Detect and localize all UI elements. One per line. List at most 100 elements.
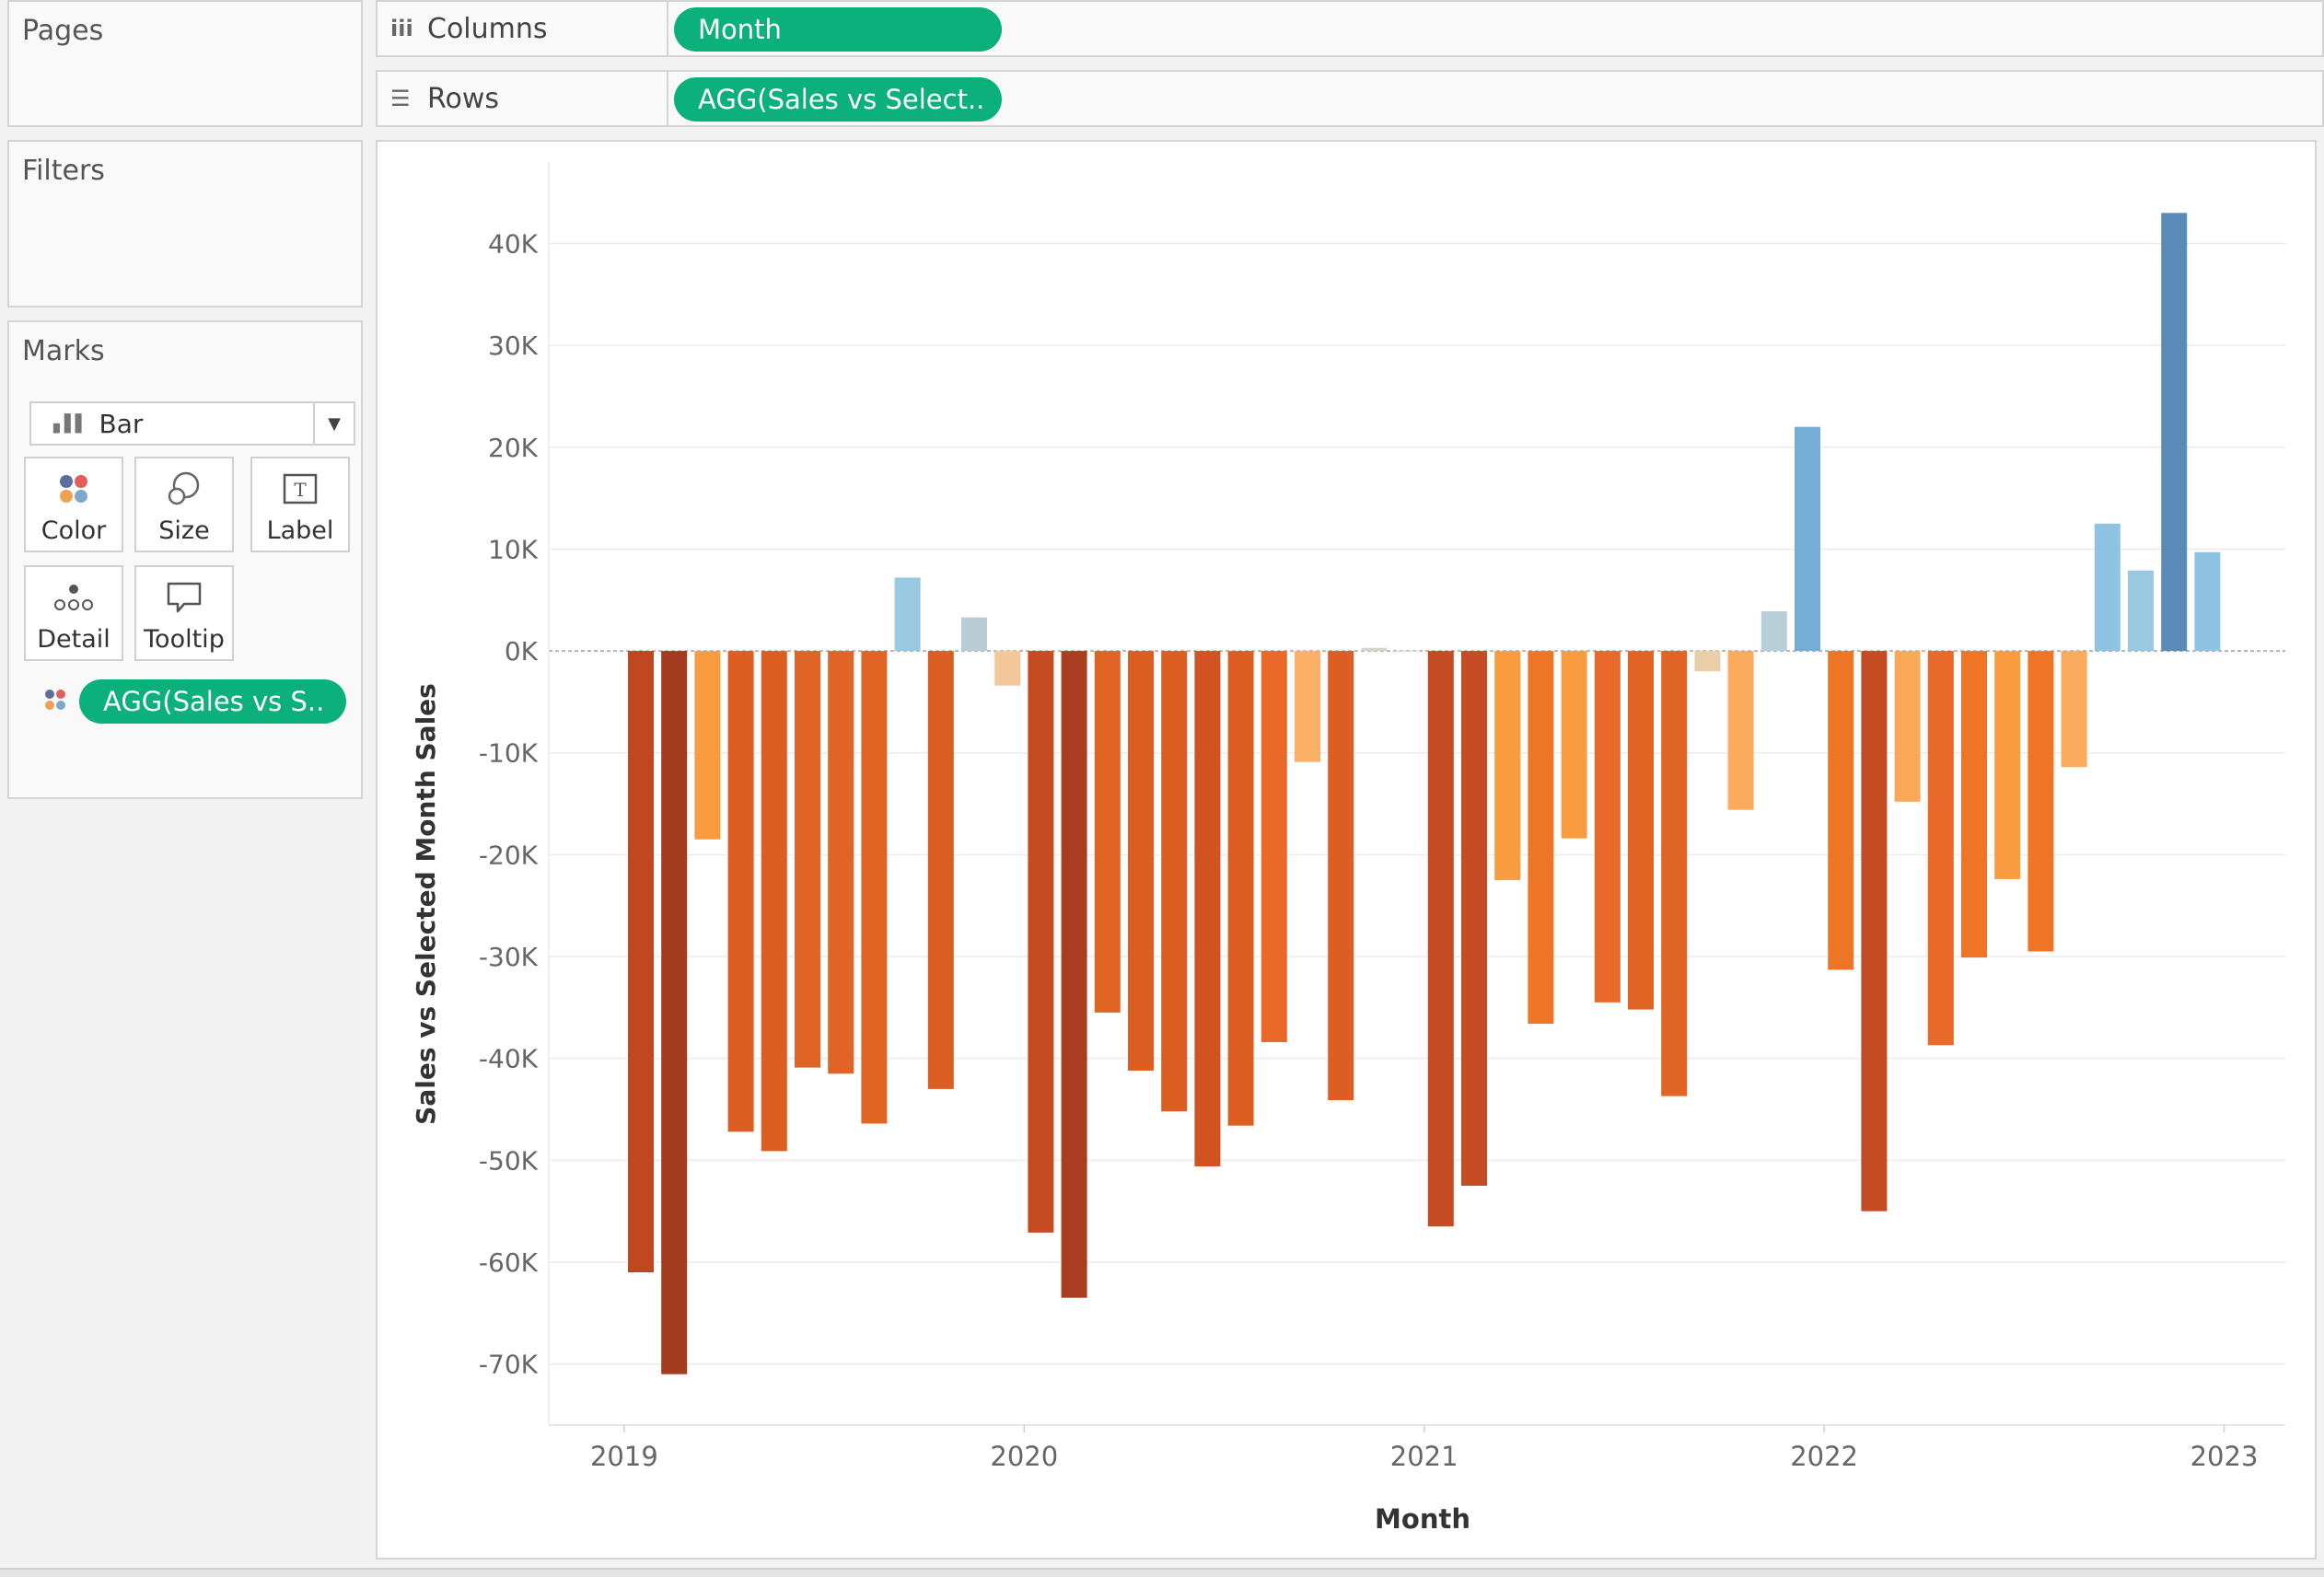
- bar-chart[interactable]: 40K 30K 20K 10K 0K -10K -20K -30K -40K -50K -60K -7…: [378, 142, 2315, 1558]
- chevron-down-icon[interactable]: ▼: [313, 403, 354, 444]
- bar-jun-2021[interactable]: [1594, 651, 1621, 1003]
- bar-feb-2019[interactable]: [661, 651, 688, 1374]
- bar-apr-2020[interactable]: [1128, 651, 1154, 1071]
- bar-jul-2019[interactable]: [828, 651, 854, 1074]
- bar-jul-2020[interactable]: [1227, 651, 1254, 1126]
- rows-icon: ☰: [390, 86, 411, 111]
- color-label: Color: [41, 516, 107, 545]
- pages-title: Pages: [22, 15, 104, 47]
- bar-nov-2019[interactable]: [961, 617, 987, 652]
- rows-shelf[interactable]: ☰ Rows AGG(Sales vs Select..: [376, 70, 2324, 127]
- x-axis-title: Month: [1375, 1503, 1470, 1535]
- label-button[interactable]: T Label: [250, 457, 350, 552]
- size-button[interactable]: Size: [134, 457, 234, 552]
- bar-apr-2022[interactable]: [1927, 651, 1954, 1046]
- bar-mar-2021[interactable]: [1494, 651, 1521, 881]
- x-tick-label: 2021: [1390, 1441, 1458, 1472]
- bar-apr-2019[interactable]: [727, 651, 754, 1132]
- bar-jan-2019[interactable]: [628, 651, 654, 1273]
- bar-mar-2022[interactable]: [1894, 651, 1921, 802]
- bar-jun-2020[interactable]: [1194, 651, 1221, 1166]
- bar-jun-2022[interactable]: [1994, 651, 2021, 879]
- marks-title: Marks: [22, 335, 105, 367]
- bottom-tab-strip: [0, 1568, 2324, 1577]
- bar-oct-2021[interactable]: [1727, 651, 1754, 810]
- chart-view: 40K 30K 20K 10K 0K -10K -20K -30K -40K -50K -60K -7…: [376, 140, 2317, 1560]
- y-tick-label: -50K: [479, 1145, 539, 1176]
- bar-jan-2020[interactable]: [1028, 651, 1054, 1233]
- size-icon: [166, 467, 203, 511]
- bar-feb-2021[interactable]: [1461, 651, 1487, 1186]
- y-tick-label: -70K: [479, 1350, 539, 1380]
- bar-nov-2021[interactable]: [1760, 610, 1787, 652]
- color-field-pill[interactable]: AGG(Sales vs S..: [79, 679, 346, 724]
- filters-card[interactable]: Filters: [7, 140, 363, 307]
- mark-type-label: Bar: [99, 408, 144, 439]
- label-label: Label: [266, 516, 334, 545]
- bar-oct-2022[interactable]: [2128, 570, 2154, 652]
- bar-aug-2021[interactable]: [1661, 651, 1688, 1096]
- color-icon: [57, 467, 90, 511]
- bar-jul-2021[interactable]: [1628, 651, 1654, 1010]
- bar-sep-2020[interactable]: [1295, 651, 1320, 762]
- pages-card[interactable]: Pages: [7, 0, 363, 127]
- bar-dec-2021[interactable]: [1795, 426, 1820, 652]
- bar-oct-2020[interactable]: [1328, 651, 1354, 1101]
- bar-sep-2022[interactable]: [2094, 523, 2121, 652]
- bar-sep-2019[interactable]: [894, 577, 921, 652]
- bar-mar-2019[interactable]: [694, 651, 721, 840]
- bar-aug-2019[interactable]: [861, 651, 888, 1124]
- tooltip-label: Tooltip: [144, 625, 225, 654]
- bar-dec-2019[interactable]: [994, 651, 1021, 686]
- y-tick-label: 40K: [488, 229, 539, 260]
- y-axis-title: Sales vs Selected Month Sales: [411, 683, 441, 1125]
- y-tick-label: 30K: [488, 330, 539, 361]
- mark-type-dropdown[interactable]: ▖▌▌ Bar ▼: [29, 401, 355, 446]
- bar-nov-2020[interactable]: [1361, 647, 1388, 652]
- y-tick-label: -20K: [479, 840, 539, 870]
- columns-label-text: Columns: [427, 12, 548, 45]
- bar-may-2021[interactable]: [1561, 651, 1587, 839]
- bar-dec-2020[interactable]: [1394, 651, 1421, 653]
- bar-nov-2022[interactable]: [2161, 213, 2188, 652]
- color-encoding-icon: [42, 687, 68, 716]
- tooltip-button[interactable]: Tooltip: [134, 565, 234, 661]
- bar-mar-2020[interactable]: [1094, 651, 1121, 1013]
- y-tick-label: 20K: [488, 433, 539, 463]
- size-label: Size: [158, 516, 210, 545]
- sales-vs-selected-pill[interactable]: AGG(Sales vs Select..: [674, 77, 1002, 122]
- bar-apr-2021[interactable]: [1528, 651, 1554, 1025]
- label-icon: T: [283, 467, 318, 511]
- bar-sep-2021[interactable]: [1694, 651, 1721, 672]
- bar-jul-2022[interactable]: [2028, 651, 2054, 952]
- bar-may-2022[interactable]: [1961, 651, 1987, 958]
- bar-feb-2020[interactable]: [1061, 651, 1087, 1298]
- bar-aug-2022[interactable]: [2061, 651, 2087, 768]
- x-tick-label: 2020: [990, 1441, 1058, 1472]
- detail-label: Detail: [37, 625, 110, 654]
- detail-button[interactable]: Detail: [24, 565, 123, 661]
- bar-dec-2022[interactable]: [2194, 551, 2221, 652]
- x-tick-label: 2019: [590, 1441, 658, 1472]
- columns-icon: iii: [390, 16, 413, 41]
- bar-aug-2020[interactable]: [1261, 651, 1287, 1042]
- marks-card: Marks ▖▌▌ Bar ▼ Color Size T: [7, 320, 363, 799]
- y-tick-label: -60K: [479, 1247, 539, 1278]
- y-tick-label: 10K: [488, 534, 539, 564]
- svg-text:T: T: [294, 479, 307, 501]
- bar-feb-2022[interactable]: [1861, 651, 1888, 1212]
- color-button[interactable]: Color: [24, 457, 123, 552]
- columns-shelf-label: iii Columns: [378, 2, 668, 55]
- bar-jun-2019[interactable]: [795, 651, 820, 1068]
- x-tick-label: 2023: [2190, 1441, 2259, 1472]
- bar-jan-2021[interactable]: [1427, 651, 1454, 1227]
- bar-may-2019[interactable]: [761, 651, 787, 1152]
- bar-jan-2022[interactable]: [1828, 651, 1854, 970]
- bar-may-2020[interactable]: [1161, 651, 1188, 1112]
- month-pill[interactable]: Month: [674, 7, 1002, 52]
- x-tick-label: 2022: [1790, 1441, 1858, 1472]
- bar-oct-2019[interactable]: [927, 651, 954, 1089]
- y-tick-label: -30K: [479, 942, 539, 972]
- columns-shelf[interactable]: iii Columns Month: [376, 0, 2324, 57]
- y-tick-label: -10K: [479, 738, 539, 769]
